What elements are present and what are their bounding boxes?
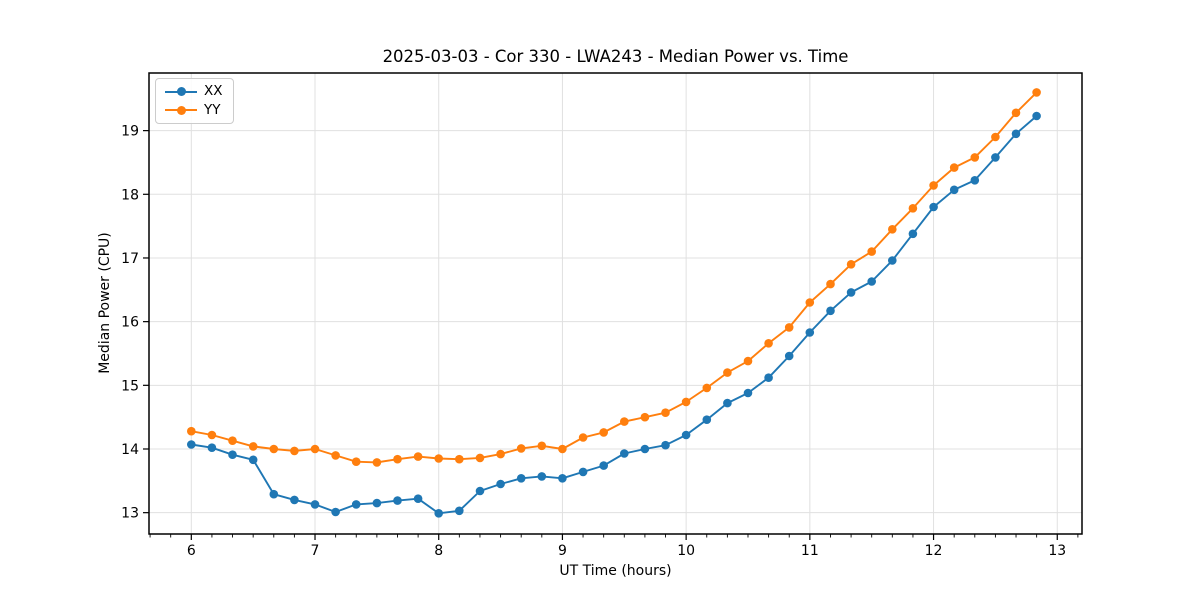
legend-marker-xx <box>165 87 197 97</box>
svg-text:10: 10 <box>677 543 695 559</box>
legend-item-yy: YY <box>165 101 223 118</box>
svg-text:13: 13 <box>1048 543 1066 559</box>
svg-text:8: 8 <box>434 543 443 559</box>
legend-item-xx: XX <box>165 83 223 99</box>
svg-text:15: 15 <box>121 378 139 394</box>
svg-text:6: 6 <box>187 543 196 559</box>
svg-text:16: 16 <box>121 315 139 331</box>
legend-dot-icon <box>176 105 186 115</box>
svg-text:13: 13 <box>121 506 139 522</box>
legend-label-yy: YY <box>204 101 221 118</box>
legend: XX YY <box>155 78 234 124</box>
x-axis-label: UT Time (hours) <box>559 563 672 579</box>
y-axis-label-text: Median Power (CPU) <box>97 232 113 374</box>
svg-text:19: 19 <box>121 124 139 140</box>
svg-text:7: 7 <box>311 543 320 559</box>
svg-text:12: 12 <box>925 543 943 559</box>
svg-text:9: 9 <box>558 543 567 559</box>
svg-text:14: 14 <box>121 442 139 458</box>
chart-title: 2025-03-03 - Cor 330 - LWA243 - Median P… <box>382 47 849 66</box>
svg-text:11: 11 <box>801 543 819 559</box>
legend-marker-yy <box>165 105 197 115</box>
legend-dot-icon <box>176 87 186 97</box>
svg-text:18: 18 <box>121 187 139 203</box>
svg-text:17: 17 <box>121 251 139 267</box>
legend-label-xx: XX <box>204 83 223 99</box>
